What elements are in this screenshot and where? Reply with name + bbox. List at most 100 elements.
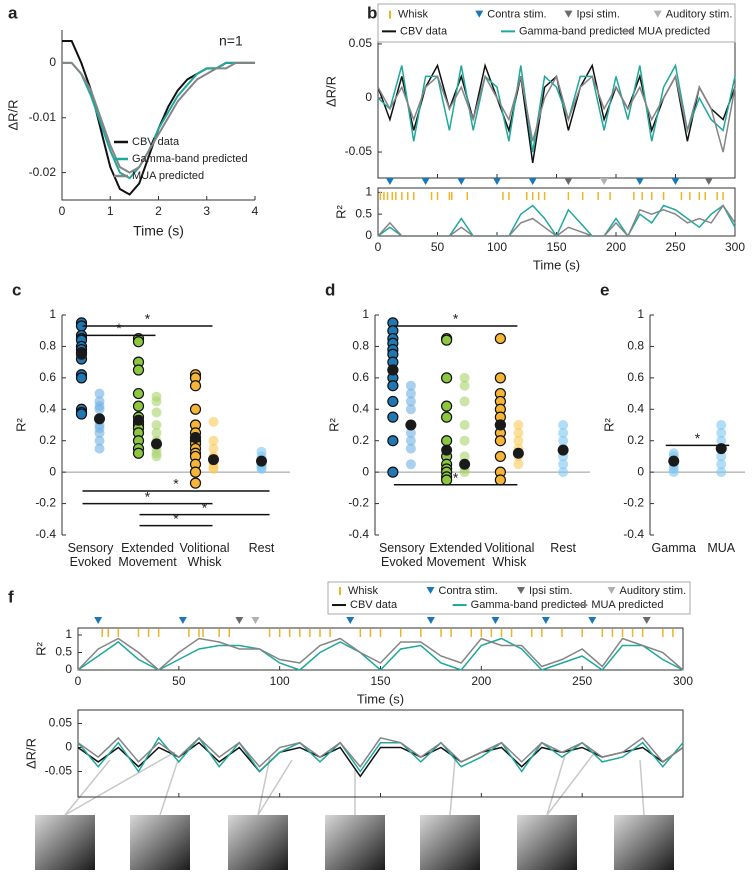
data-point bbox=[132, 400, 145, 412]
y-tick-label: 0 bbox=[365, 90, 372, 104]
y-tick-label: -0.01 bbox=[29, 110, 57, 124]
y-tick-label: 0.6 bbox=[39, 370, 56, 384]
y-tick-label: -0.2 bbox=[623, 496, 644, 510]
data-point bbox=[513, 427, 524, 438]
x-axis-label: Time (s) bbox=[357, 691, 404, 706]
y-tick-label: -0.05 bbox=[45, 764, 73, 778]
y-tick-label: 0 bbox=[49, 464, 56, 478]
y-tick-label: 0.5 bbox=[355, 206, 372, 220]
r2-line bbox=[377, 204, 736, 238]
x-tick-label: 250 bbox=[665, 240, 685, 254]
data-point bbox=[75, 408, 88, 420]
legend-label: Contra stim. bbox=[439, 585, 498, 597]
significance-star: * bbox=[145, 488, 151, 504]
stim-marker bbox=[642, 617, 651, 624]
r2-line bbox=[377, 204, 736, 238]
data-point bbox=[94, 404, 105, 415]
x-tick-label: 50 bbox=[431, 240, 445, 254]
panel-label: c bbox=[12, 280, 21, 299]
data-point bbox=[558, 420, 569, 430]
mean-point bbox=[133, 414, 144, 426]
data-point bbox=[716, 427, 727, 438]
y-axis-label: ΔR/R bbox=[323, 76, 338, 107]
frame-image bbox=[130, 815, 190, 870]
trace-line bbox=[377, 74, 736, 153]
y-tick-label: -0.4 bbox=[35, 527, 56, 541]
data-point bbox=[151, 451, 162, 462]
significance-star: * bbox=[202, 499, 208, 515]
trace-line bbox=[77, 741, 684, 778]
stim-marker bbox=[251, 617, 260, 624]
data-point bbox=[151, 420, 162, 430]
y-tick-label: -0.2 bbox=[35, 496, 56, 510]
legend-box bbox=[327, 581, 691, 615]
y-tick-label: 0.5 bbox=[55, 645, 72, 659]
frame-image bbox=[325, 815, 385, 870]
mean-point bbox=[405, 419, 417, 431]
data-point bbox=[716, 435, 727, 446]
legend-label: MUA predicted bbox=[638, 25, 710, 37]
legend-label: CBV data bbox=[132, 136, 180, 148]
stim-marker bbox=[541, 617, 550, 624]
category-label: Rest bbox=[248, 541, 275, 555]
arrow bbox=[546, 751, 596, 816]
data-point bbox=[387, 380, 399, 392]
stim-marker bbox=[385, 178, 394, 185]
mean-point bbox=[76, 348, 87, 360]
x-tick-label: 250 bbox=[572, 674, 592, 688]
arrow bbox=[64, 759, 111, 816]
trace-line bbox=[77, 736, 684, 768]
y-tick-label: 0.6 bbox=[352, 370, 369, 384]
frame-image bbox=[420, 815, 480, 870]
data-point bbox=[558, 467, 569, 478]
y-tick-label: 0 bbox=[362, 464, 369, 478]
y-tick-label: 0.8 bbox=[627, 339, 644, 353]
y-axis-label: R² bbox=[326, 417, 341, 431]
r2-line bbox=[77, 637, 684, 671]
annotation: n=1 bbox=[219, 33, 243, 49]
legend-swatch bbox=[426, 586, 435, 594]
category-label: Extended Movement bbox=[426, 541, 485, 569]
data-point bbox=[405, 404, 416, 415]
x-tick-label: 150 bbox=[546, 240, 566, 254]
data-point bbox=[387, 435, 399, 447]
mean-point bbox=[557, 444, 569, 456]
series-line bbox=[62, 61, 255, 180]
panel-label: f bbox=[8, 587, 14, 606]
y-tick-label: 0.2 bbox=[352, 433, 369, 447]
data-point bbox=[387, 395, 399, 408]
y-tick-label: 1 bbox=[365, 185, 372, 199]
x-axis-label: Time (s) bbox=[133, 223, 184, 239]
stim-marker bbox=[528, 178, 537, 185]
data-point bbox=[441, 474, 453, 486]
data-point bbox=[189, 477, 202, 489]
frame-image bbox=[35, 815, 95, 870]
data-point bbox=[459, 451, 470, 462]
stim-marker bbox=[704, 178, 713, 185]
legend-label: MUA predicted bbox=[591, 599, 663, 611]
data-point bbox=[716, 467, 727, 478]
data-point bbox=[716, 459, 727, 470]
mean-point bbox=[94, 413, 105, 425]
y-tick-label: 0.8 bbox=[352, 339, 369, 353]
legend-label: Ipsi stim. bbox=[529, 585, 572, 597]
significance-star: * bbox=[173, 476, 179, 492]
x-tick-label: 3 bbox=[203, 204, 210, 218]
trace-line bbox=[377, 62, 736, 164]
y-tick-label: 1 bbox=[65, 627, 72, 641]
significance-star: * bbox=[695, 430, 701, 446]
x-tick-label: 300 bbox=[725, 240, 745, 254]
panel-label: e bbox=[600, 280, 609, 299]
stim-marker bbox=[235, 617, 244, 624]
y-tick-label: -0.4 bbox=[348, 527, 369, 541]
stim-marker bbox=[178, 617, 187, 624]
data-point bbox=[151, 396, 162, 407]
data-point bbox=[94, 388, 105, 399]
x-tick-label: 2 bbox=[155, 204, 162, 218]
category-label: Rest bbox=[550, 541, 576, 555]
data-point bbox=[94, 427, 105, 438]
stim-marker bbox=[588, 617, 597, 624]
data-point bbox=[208, 443, 219, 454]
mean-point bbox=[387, 364, 399, 376]
stim-marker bbox=[671, 178, 680, 185]
